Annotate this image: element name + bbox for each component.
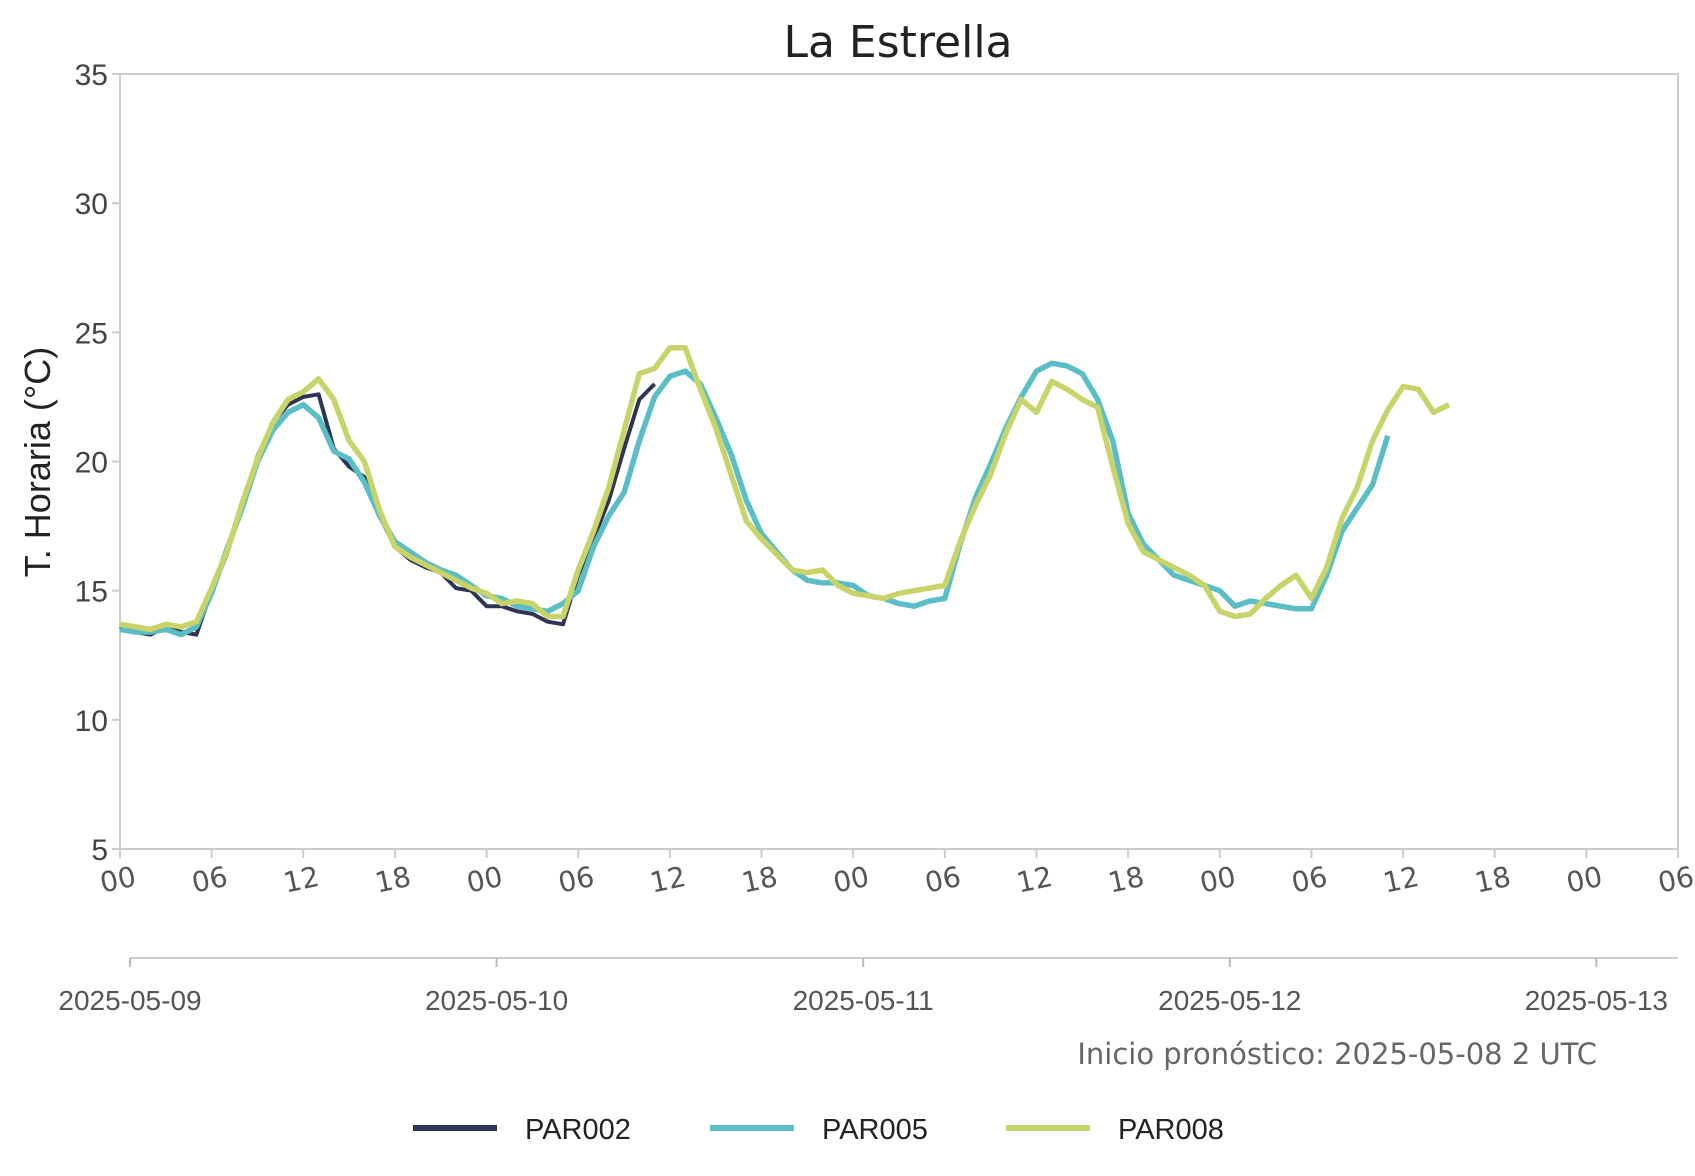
y-tick-label: 35 [75,59,108,92]
x-tick-label: 00 [830,860,872,900]
x-tick-label: 06 [189,860,231,900]
y-axis-label: T. Horaria (°C) [17,347,58,577]
series-lines [119,345,1451,638]
series-line-par008 [119,345,1451,633]
series-line-par005 [119,360,1391,638]
y-tick-label: 25 [75,317,108,350]
x-tick-label: 06 [555,860,597,900]
legend-label-par005: PAR005 [822,1114,928,1146]
date-tick-label: 2025-05-11 [793,985,934,1016]
y-tick-label: 20 [75,447,108,480]
axes: 5 10 15 20 25 30 35 00 06 12 18 00 06 12 18 00 06 12 18 00 0… [75,59,1695,900]
forecast-start-note: Inicio pronóstico: 2025-05-08 2 UTC [1077,1037,1597,1071]
x-tick-label: 00 [464,860,506,900]
x-tick-label: 06 [1289,860,1331,900]
x-tick-label: 12 [1014,860,1056,900]
x-tick-label: 12 [1380,860,1422,900]
date-tick-label: 2025-05-13 [1525,985,1668,1016]
date-tick-label: 2025-05-12 [1158,985,1301,1016]
x-tick-label: 00 [1564,860,1606,900]
x-tick-label: 18 [372,860,414,900]
x-tick-label: 06 [1655,860,1695,900]
y-tick-label: 15 [75,576,108,609]
date-axis: 2025-05-09 2025-05-10 2025-05-11 2025-05-12… [58,957,1678,1016]
date-tick-label: 2025-05-09 [58,985,201,1016]
legend-label-par008: PAR008 [1118,1114,1224,1146]
chart-title: La Estrella [783,17,1012,68]
x-tick-label: 18 [1472,860,1514,900]
y-tick-label: 10 [75,705,108,738]
legend-label-par002: PAR002 [525,1114,631,1146]
legend: PAR002 PAR005 PAR008 [413,1114,1224,1146]
y-tick-label: 30 [75,188,108,221]
x-tick-label: 18 [1105,860,1147,900]
x-tick-label: 12 [647,860,689,900]
x-tick-label: 18 [739,860,781,900]
y-tick-label: 5 [91,834,108,867]
date-tick-label: 2025-05-10 [425,985,568,1016]
x-tick-label: 06 [922,860,964,900]
x-tick-label: 00 [97,860,139,900]
x-tick-label: 00 [1197,860,1239,900]
x-tick-label: 12 [280,860,322,900]
